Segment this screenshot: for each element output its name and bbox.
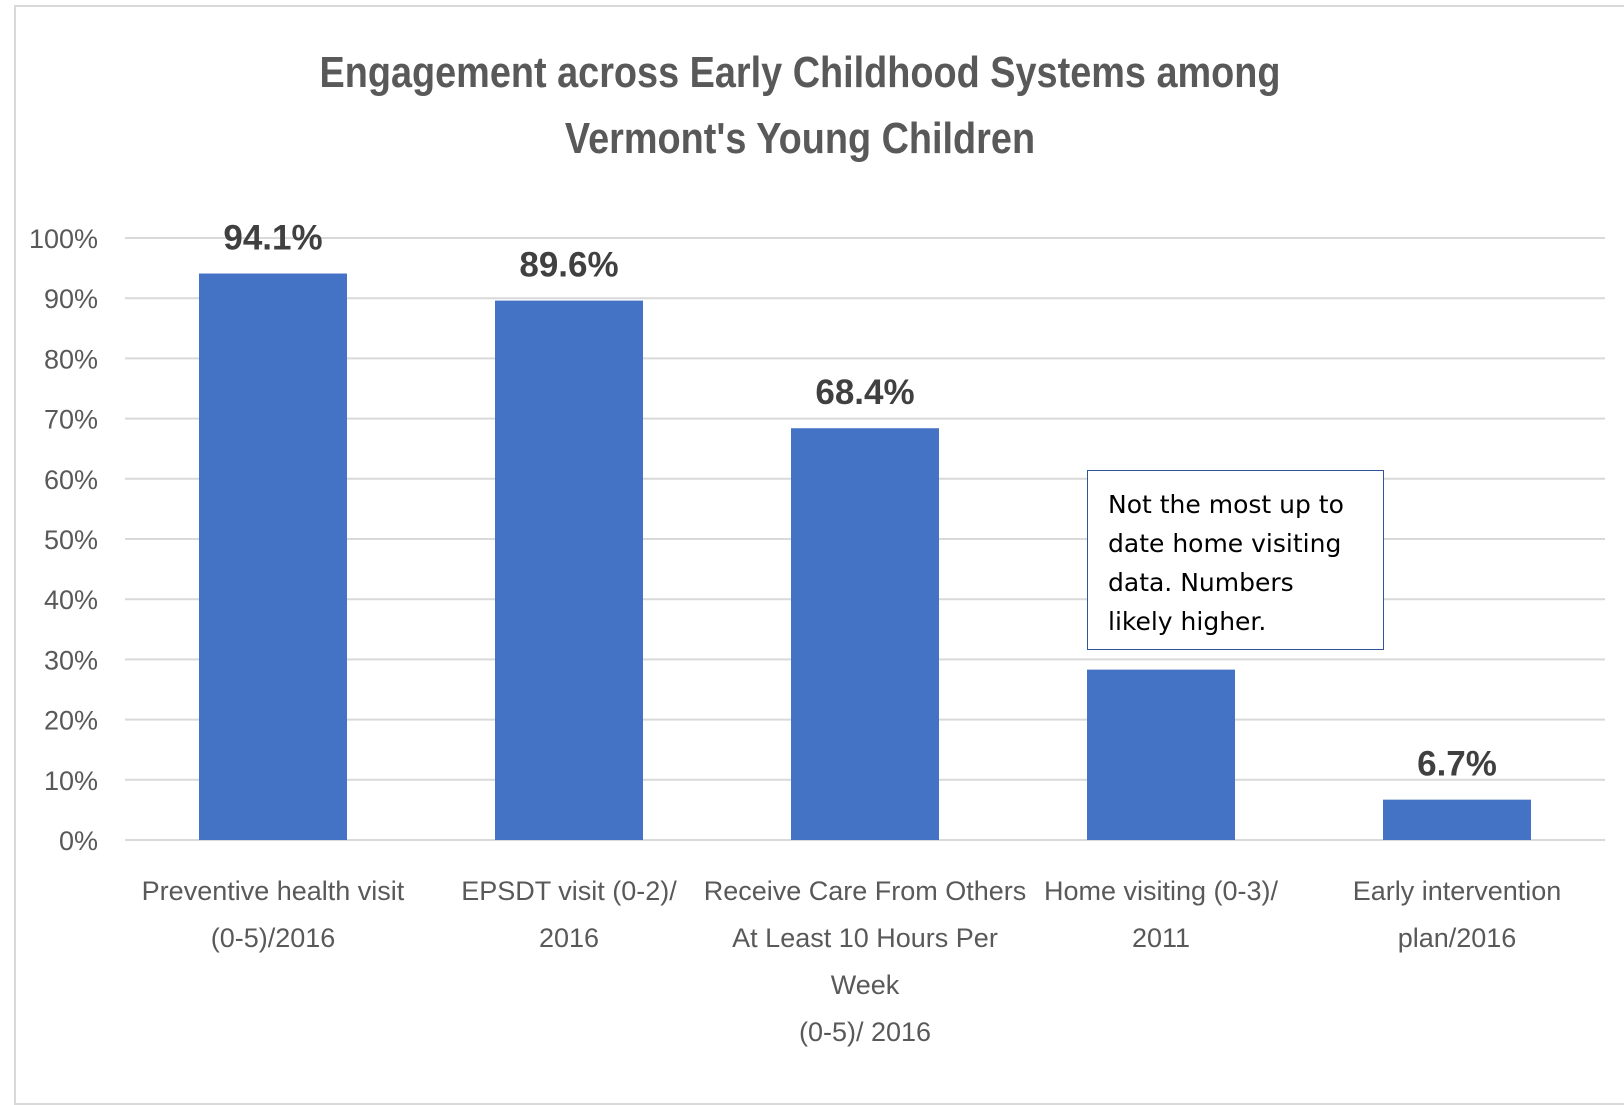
bar (199, 273, 347, 840)
category-label: plan/2016 (1398, 923, 1517, 953)
category-label: 2016 (539, 923, 599, 953)
y-tick-label: 80% (44, 344, 98, 374)
y-tick-label: 20% (44, 706, 98, 736)
data-labels: 94.1% 89.6% 68.4% 6.7% (223, 219, 1497, 784)
y-tick-label: 60% (44, 465, 98, 495)
y-tick-label: 70% (44, 405, 98, 435)
y-tick-label: 30% (44, 645, 98, 675)
data-label: 89.6% (519, 246, 618, 285)
annotation-box: Not the most up to date home visiting da… (1087, 470, 1384, 650)
category-label: At Least 10 Hours Per (732, 923, 998, 953)
bar (791, 428, 939, 840)
category-label: Week (831, 970, 900, 1000)
category-label: (0-5)/ 2016 (799, 1017, 931, 1047)
y-tick-label: 90% (44, 284, 98, 314)
bars (199, 273, 1531, 840)
y-tick-label: 10% (44, 766, 98, 796)
category-label: Receive Care From Others (704, 876, 1027, 906)
category-labels: Preventive health visit (0-5)/2016 EPSDT v… (142, 876, 1562, 1047)
y-tick-label: 0% (59, 826, 98, 856)
category-label: Home visiting (0-3)/ (1044, 876, 1279, 906)
y-tick-label: 40% (44, 585, 98, 615)
category-label: 2011 (1132, 923, 1190, 953)
data-label: 68.4% (815, 373, 914, 412)
y-tick-label: 50% (44, 525, 98, 555)
category-label: Preventive health visit (142, 876, 405, 906)
bar (495, 300, 643, 840)
y-axis-ticks: 0% 10% 20% 30% 40% 50% 60% 70% 80% 90% 100% (29, 224, 98, 856)
chart-title: Engagement across Early Childhood System… (319, 48, 1281, 163)
bar (1087, 669, 1235, 840)
bar (1383, 799, 1531, 840)
y-tick-label: 100% (29, 224, 98, 254)
category-label: EPSDT visit (0-2)/ (461, 876, 677, 906)
data-label: 6.7% (1417, 745, 1497, 784)
data-label: 94.1% (223, 219, 322, 258)
category-label: Early intervention (1353, 876, 1562, 906)
bar-chart: 0% 10% 20% 30% 40% 50% 60% 70% 80% 90% 100% 94.1% 8… (29, 219, 1605, 1047)
category-label: (0-5)/2016 (211, 923, 336, 953)
